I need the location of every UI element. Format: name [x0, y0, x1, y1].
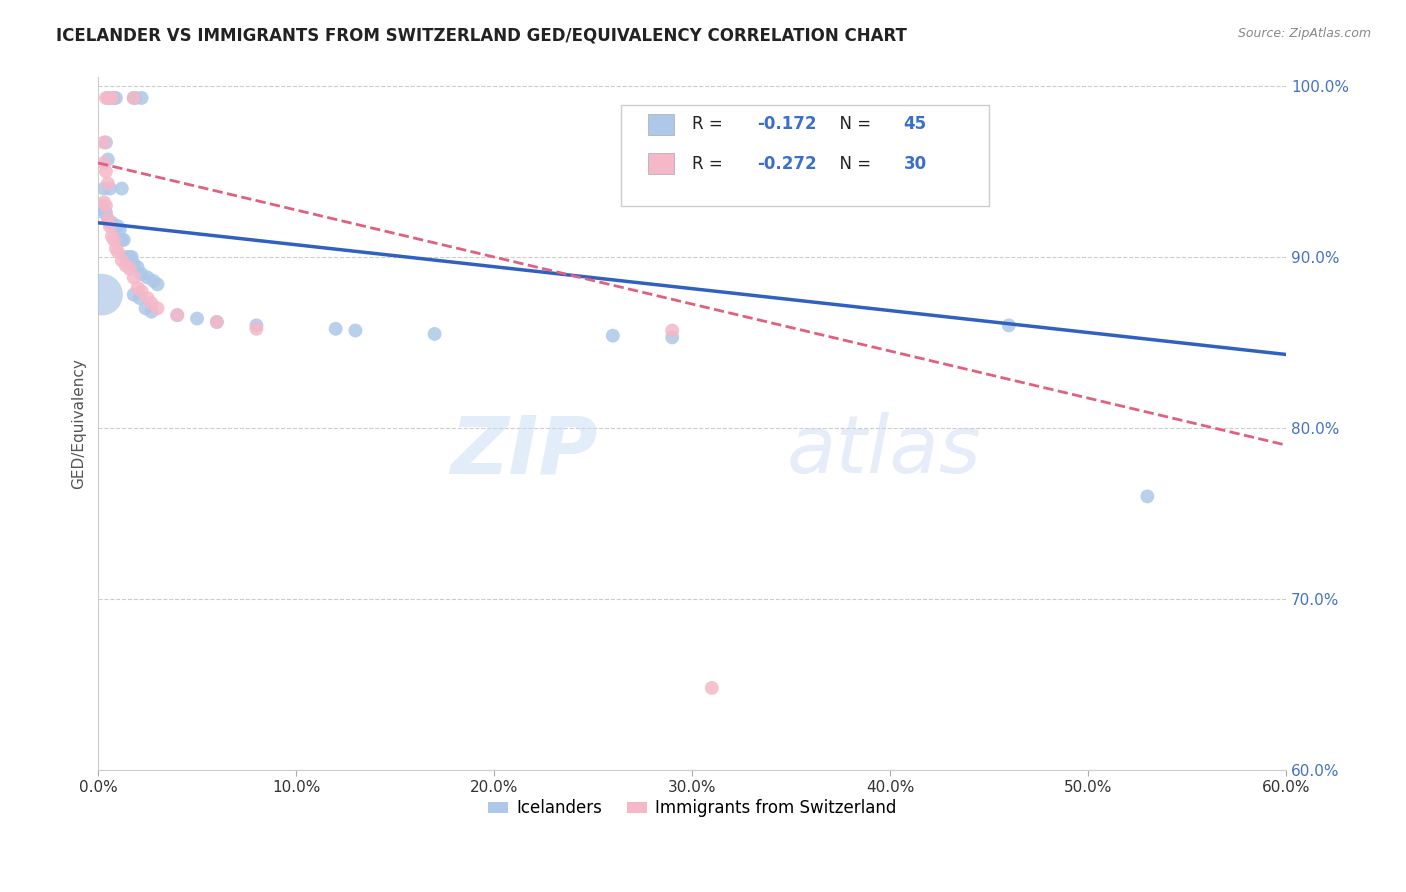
Point [122, 91, 145, 105]
Point [91, 287, 114, 301]
Text: -0.272: -0.272 [758, 154, 817, 173]
Point [111, 253, 134, 268]
Point [104, 91, 127, 105]
Point [111, 181, 134, 195]
FancyBboxPatch shape [648, 113, 675, 135]
Point [98, 181, 121, 195]
Y-axis label: GED/Equivalency: GED/Equivalency [72, 359, 86, 489]
Point [325, 322, 347, 336]
Point [205, 315, 228, 329]
Point [602, 328, 624, 343]
Text: ICELANDER VS IMMIGRANTS FROM SWITZERLAND GED/EQUIVALENCY CORRELATION CHART: ICELANDER VS IMMIGRANTS FROM SWITZERLAND… [56, 27, 907, 45]
Point [344, 324, 367, 338]
Point [94, 199, 117, 213]
Point [661, 330, 683, 344]
Point [661, 324, 683, 338]
Point [122, 257, 145, 271]
Point [136, 291, 159, 305]
Point [108, 222, 131, 236]
Point [98, 91, 121, 105]
Point [97, 212, 120, 227]
Point [101, 229, 124, 244]
Point [97, 177, 120, 191]
Point [93, 205, 115, 219]
Point [118, 262, 141, 277]
Point [104, 242, 127, 256]
Point [131, 284, 153, 298]
Point [121, 250, 143, 264]
Point [97, 212, 120, 227]
Text: Source: ZipAtlas.com: Source: ZipAtlas.com [1237, 27, 1371, 40]
Point [131, 267, 153, 281]
Point [93, 136, 115, 150]
Point [111, 233, 134, 247]
Point [93, 195, 115, 210]
Text: -0.172: -0.172 [758, 115, 817, 133]
Point [127, 281, 149, 295]
Point [94, 205, 117, 219]
Point [423, 326, 446, 341]
Point [136, 270, 159, 285]
Point [93, 156, 115, 170]
Point [142, 274, 165, 288]
Point [94, 164, 117, 178]
Text: N =: N = [828, 154, 876, 173]
Point [98, 219, 121, 234]
Point [118, 250, 141, 264]
Point [94, 91, 117, 105]
Point [166, 308, 188, 322]
Text: R =: R = [692, 115, 728, 133]
Point [146, 277, 169, 292]
Point [107, 244, 129, 259]
Text: N =: N = [828, 115, 876, 133]
Legend: Icelanders, Immigrants from Switzerland: Icelanders, Immigrants from Switzerland [481, 793, 903, 824]
Text: ZIP: ZIP [450, 412, 598, 491]
Point [98, 216, 121, 230]
FancyBboxPatch shape [620, 105, 988, 205]
Point [131, 91, 153, 105]
Point [101, 91, 124, 105]
Point [128, 291, 150, 305]
Point [245, 322, 267, 336]
Point [103, 233, 125, 247]
Text: 45: 45 [904, 115, 927, 133]
Point [114, 259, 136, 273]
Text: atlas: atlas [787, 412, 981, 491]
Point [107, 219, 129, 234]
Point [127, 260, 149, 275]
Point [141, 296, 163, 310]
Point [124, 91, 146, 105]
Point [112, 233, 135, 247]
Text: 30: 30 [904, 154, 927, 173]
Point [141, 304, 163, 318]
Point [245, 318, 267, 333]
Point [135, 301, 157, 316]
Point [97, 91, 120, 105]
Text: R =: R = [692, 154, 728, 173]
Point [1136, 489, 1159, 503]
Point [122, 270, 145, 285]
Point [146, 301, 169, 316]
Point [103, 91, 125, 105]
Point [97, 153, 120, 167]
Point [122, 91, 145, 105]
Point [122, 287, 145, 301]
Point [93, 181, 115, 195]
Point [186, 311, 208, 326]
FancyBboxPatch shape [648, 153, 675, 175]
Point [91, 199, 114, 213]
Point [700, 681, 723, 695]
Point [114, 250, 136, 264]
Point [997, 318, 1019, 333]
Point [166, 308, 188, 322]
Point [94, 136, 117, 150]
Point [205, 315, 228, 329]
Point [101, 216, 124, 230]
